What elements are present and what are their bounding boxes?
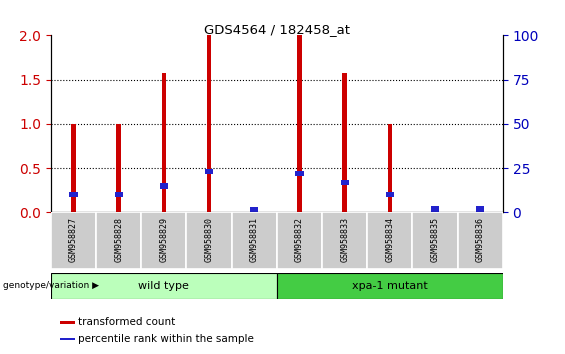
Bar	[51, 212, 96, 269]
Bar	[162, 73, 166, 212]
Bar	[342, 73, 347, 212]
Text: wild type: wild type	[138, 281, 189, 291]
Text: percentile rank within the sample: percentile rank within the sample	[78, 334, 254, 344]
Bar	[476, 206, 484, 212]
Bar	[252, 211, 257, 212]
Bar	[388, 124, 392, 212]
Text: GDS4564 / 182458_at: GDS4564 / 182458_at	[204, 23, 350, 36]
Bar	[115, 192, 123, 198]
Text: xpa-1 mutant: xpa-1 mutant	[352, 281, 428, 291]
Bar	[478, 211, 483, 212]
Text: GSM958827: GSM958827	[69, 217, 78, 262]
Bar	[69, 192, 77, 198]
Bar	[295, 171, 303, 176]
Text: GSM958828: GSM958828	[114, 217, 123, 262]
Text: GSM958830: GSM958830	[205, 217, 214, 262]
Text: GSM958829: GSM958829	[159, 217, 168, 262]
Text: GSM958833: GSM958833	[340, 217, 349, 262]
Bar	[277, 273, 503, 299]
Text: GSM958832: GSM958832	[295, 217, 304, 262]
Bar	[322, 212, 367, 269]
Bar	[433, 211, 437, 212]
Bar	[96, 212, 141, 269]
Bar	[60, 338, 75, 340]
Bar	[71, 124, 76, 212]
Text: GSM958834: GSM958834	[385, 217, 394, 262]
Bar	[207, 35, 211, 212]
Bar	[60, 321, 75, 324]
Text: GSM958836: GSM958836	[476, 217, 485, 262]
Bar	[250, 207, 258, 212]
Bar	[205, 169, 213, 175]
Text: transformed count: transformed count	[78, 318, 175, 327]
Bar	[277, 212, 322, 269]
Bar	[232, 212, 277, 269]
Bar	[431, 206, 439, 212]
Bar	[141, 212, 186, 269]
Bar	[386, 192, 394, 198]
Bar	[297, 35, 302, 212]
Bar	[116, 124, 121, 212]
Bar	[186, 212, 232, 269]
Bar	[160, 183, 168, 188]
Bar	[458, 212, 503, 269]
Bar	[51, 273, 277, 299]
Text: GSM958835: GSM958835	[431, 217, 440, 262]
Bar	[367, 212, 412, 269]
Text: genotype/variation ▶: genotype/variation ▶	[3, 281, 99, 290]
Bar	[412, 212, 458, 269]
Text: GSM958831: GSM958831	[250, 217, 259, 262]
Bar	[341, 180, 349, 185]
